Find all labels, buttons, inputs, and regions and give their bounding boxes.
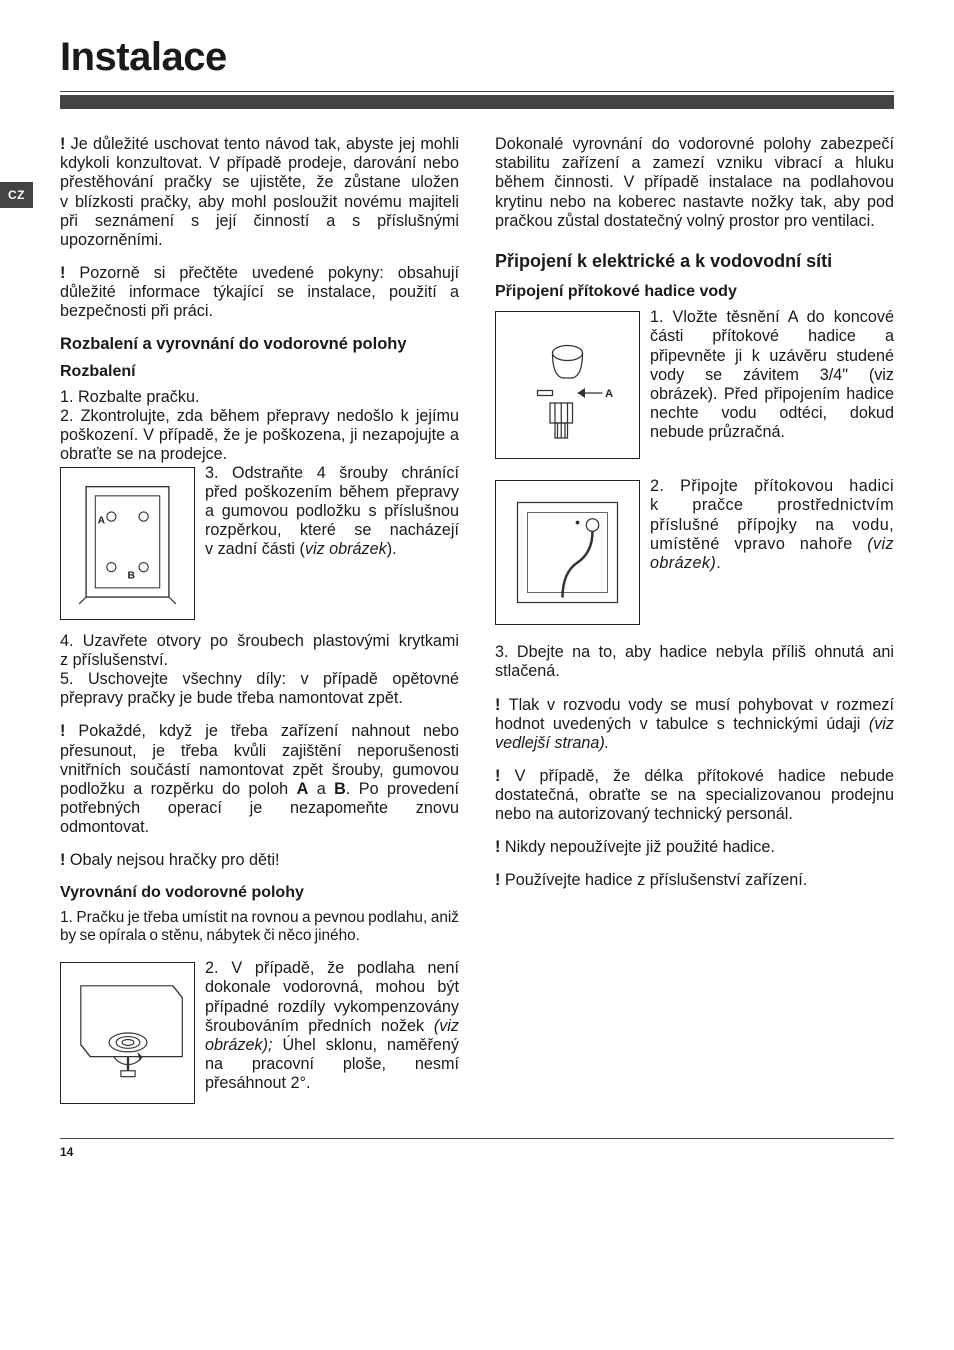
step-4: 4. Uzavřete otvory po šroubech plastovým…: [60, 632, 459, 670]
levelling-result: Dokonalé vyrovnání do vodorovné polohy z…: [495, 135, 894, 231]
step-1: 1. Rozbalte pračku.: [60, 388, 459, 407]
heading-unpack: Rozbalení: [60, 363, 459, 382]
warning-icon: !: [495, 871, 505, 889]
step-5: 5. Uschovejte všechny díly: v případě op…: [60, 670, 459, 708]
page-title: Instalace: [60, 34, 894, 81]
warning-accessory-hose: ! Používejte hadice z příslušenství zaří…: [495, 871, 894, 890]
heading-inlet-hose: Připojení přítokové hadice vody: [495, 283, 894, 302]
language-tab: CZ: [0, 182, 33, 208]
intro-paragraph-1: ! Je důležité uschovat tento návod tak, …: [60, 135, 459, 250]
figure-washer-back: A B: [60, 467, 195, 620]
divider-thick: [60, 95, 894, 109]
heading-connections: Připojení k elektrické a k vodovodní sít…: [495, 251, 894, 272]
warning-icon: !: [495, 838, 505, 856]
warning-icon: !: [60, 722, 78, 740]
warning-icon: !: [60, 135, 71, 153]
step-2: 2. Zkontrolujte, zda během přepravy nedo…: [60, 407, 459, 464]
heading-levelling: Vyrovnání do vodorovné polohy: [60, 884, 459, 903]
heading-unpack-level: Rozbalení a vyrovnání do vodorovné poloh…: [60, 335, 459, 354]
svg-text:A: A: [605, 388, 613, 400]
figure-hose-seal: A: [495, 311, 640, 459]
warning-icon: !: [495, 767, 515, 785]
intro-paragraph-2: ! Pozorně si přečtěte uvedené pokyny: ob…: [60, 264, 459, 321]
warning-hose-length: ! V případě, že délka přítokové hadice n…: [495, 767, 894, 824]
hose-step-3: 3. Dbejte na to, aby hadice nebyla příli…: [495, 643, 894, 681]
warning-pressure: ! Tlak v rozvodu vody se musí pohybovat …: [495, 696, 894, 753]
warning-used-hose: ! Nikdy nepoužívejte již použité hadice.: [495, 838, 894, 857]
warning-icon: !: [495, 696, 509, 714]
page-number: 14: [60, 1145, 894, 1159]
warning-packaging: ! Obaly nejsou hračky pro děti!: [60, 851, 459, 870]
footer-divider: [60, 1138, 894, 1139]
right-column: Dokonalé vyrovnání do vodorovné polohy z…: [495, 135, 894, 1108]
divider-thin: [60, 91, 894, 92]
warning-icon: !: [60, 851, 70, 869]
svg-text:A: A: [98, 516, 106, 527]
figure-feet: [60, 962, 195, 1104]
figure-hose-connect: [495, 480, 640, 625]
level-step-1: 1. Pračku je třeba umístit na rovnou a p…: [60, 909, 459, 945]
svg-text:B: B: [128, 571, 135, 582]
left-column: ! Je důležité uschovat tento návod tak, …: [60, 135, 459, 1108]
warning-icon: !: [60, 264, 79, 282]
warning-bolts: ! Pokaždé, když je třeba zařízení nahnou…: [60, 722, 459, 837]
